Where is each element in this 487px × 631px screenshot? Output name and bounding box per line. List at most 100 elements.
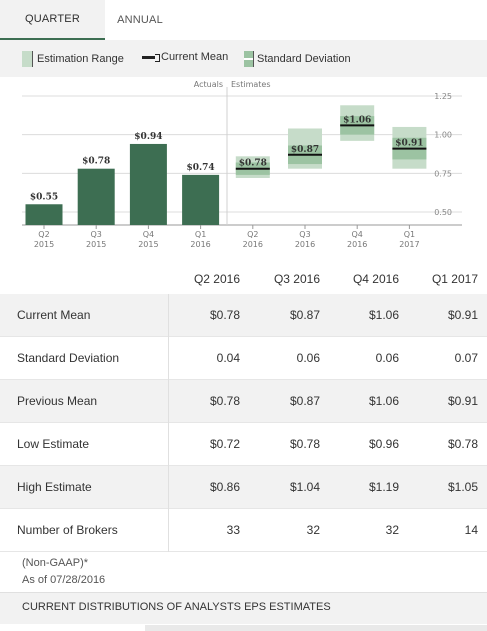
table-cell: 0.04 <box>216 351 240 365</box>
table-cell: $0.78 <box>209 308 240 322</box>
table-cell: $0.72 <box>209 437 240 451</box>
x-tick-label: Q3 <box>91 230 102 239</box>
actual-bar <box>129 143 167 225</box>
table-cell: 32 <box>385 523 399 537</box>
x-tick-label: 2015 <box>86 240 106 249</box>
actuals-label: Actuals <box>194 80 223 89</box>
x-tick-label: Q1 <box>195 230 206 239</box>
x-tick-label: 2016 <box>347 240 367 249</box>
legend-label: Current Mean <box>161 51 229 63</box>
y-tick-label: 0.75 <box>434 169 452 178</box>
row-label: Low Estimate <box>17 437 90 451</box>
table-row: Number of Brokers 33 32 32 14 <box>0 509 487 552</box>
column-divider <box>168 423 169 466</box>
x-tick-label: Q3 <box>299 230 310 239</box>
legend-current-mean: Current Mean <box>142 51 228 63</box>
table-cell: 0.06 <box>375 351 399 365</box>
actual-bar-label: $0.55 <box>30 192 58 202</box>
legend-estimation-range: Estimation Range <box>22 51 124 67</box>
x-tick-label: 2016 <box>243 240 263 249</box>
chart-legend: Estimation Range Current Mean Standard D… <box>0 40 487 77</box>
estimates-table: Q2 2016 Q3 2016 Q4 2016 Q1 2017 Current Mea… <box>0 264 487 552</box>
estimate-label: $0.78 <box>239 159 267 169</box>
table-cell: 33 <box>226 523 240 537</box>
x-tick-label: 2016 <box>190 240 210 249</box>
table-cell: $0.78 <box>289 437 320 451</box>
column-divider <box>168 466 169 509</box>
table-cell: $0.78 <box>209 394 240 408</box>
x-tick-label: 2017 <box>399 240 419 249</box>
row-label: Standard Deviation <box>17 351 120 365</box>
tab-annual[interactable]: ANNUAL <box>117 14 163 26</box>
table-cell: 0.07 <box>454 351 478 365</box>
table-row: Standard Deviation 0.04 0.06 0.06 0.07 <box>0 337 487 380</box>
column-header: Q4 2016 <box>352 272 399 286</box>
current-mean-swatch-icon <box>142 53 160 62</box>
estimate-label: $0.91 <box>395 139 423 149</box>
x-tick-label: Q2 <box>247 230 258 239</box>
actual-bar <box>25 204 63 225</box>
table-cell: $1.06 <box>368 394 399 408</box>
column-divider <box>168 337 169 380</box>
row-label: Current Mean <box>17 308 91 322</box>
table-cell: $1.04 <box>289 480 320 494</box>
y-tick-label: 0.50 <box>434 208 452 217</box>
estimation-range-swatch-icon <box>22 51 33 67</box>
table-row: Current Mean $0.78 $0.87 $1.06 $0.91 <box>0 294 487 337</box>
row-label: High Estimate <box>17 480 92 494</box>
y-tick-label: 1.00 <box>434 131 452 140</box>
actual-bar-label: $0.78 <box>82 157 110 167</box>
table-cell: $0.87 <box>289 394 320 408</box>
column-header: Q3 2016 <box>273 272 320 286</box>
estimate-label: $0.87 <box>291 145 319 155</box>
actual-bar-label: $0.74 <box>187 163 215 173</box>
column-divider <box>168 380 169 423</box>
non-gaap-note: (Non-GAAP)* <box>22 557 89 569</box>
standard-deviation-swatch-icon <box>244 51 254 67</box>
scroll-track[interactable] <box>145 625 487 631</box>
column-header: Q1 2017 <box>431 272 478 286</box>
as-of-date: As of 07/28/2016 <box>22 574 106 586</box>
column-divider <box>168 509 169 552</box>
x-tick-label: Q1 <box>404 230 415 239</box>
table-cell: $0.91 <box>447 308 478 322</box>
distribution-section-header[interactable]: CURRENT DISTRIBUTIONS OF ANALYSTS EPS ES… <box>0 592 487 624</box>
x-tick-label: Q4 <box>143 230 154 239</box>
table-cell: $1.19 <box>368 480 399 494</box>
table-cell: 14 <box>464 523 478 537</box>
table-cell: $1.05 <box>447 480 478 494</box>
table-row: Low Estimate $0.72 $0.78 $0.96 $0.78 <box>0 423 487 466</box>
table-cell: 0.06 <box>296 351 320 365</box>
column-divider <box>168 294 169 337</box>
column-header: Q2 2016 <box>193 272 240 286</box>
x-tick-label: 2016 <box>295 240 315 249</box>
tab-quarter[interactable]: QUARTER <box>0 0 105 40</box>
table-cell: $1.06 <box>368 308 399 322</box>
estimates-label: Estimates <box>231 80 271 89</box>
eps-chart: 1.25 1.00 0.75 0.50 Actuals Estimates $0.55 $0.… <box>22 80 462 249</box>
table-cell: $0.86 <box>209 480 240 494</box>
table-body: Current Mean $0.78 $0.87 $1.06 $0.91 Standard… <box>0 294 487 552</box>
estimate-label: $1.06 <box>343 115 371 125</box>
table-cell: $0.87 <box>289 308 320 322</box>
row-label: Number of Brokers <box>17 523 118 537</box>
table-row: Previous Mean $0.78 $0.87 $1.06 $0.91 <box>0 380 487 423</box>
legend-label: Standard Deviation <box>257 53 351 65</box>
actual-bar-label: $0.94 <box>134 132 162 142</box>
table-row: High Estimate $0.86 $1.04 $1.19 $1.05 <box>0 466 487 509</box>
period-tabs: QUARTER ANNUAL <box>0 0 487 40</box>
x-tick-label: Q2 <box>38 230 49 239</box>
x-tick-label: Q4 <box>352 230 363 239</box>
actual-bar <box>77 168 115 225</box>
x-tick-label: 2015 <box>34 240 54 249</box>
table-cell: $0.91 <box>447 394 478 408</box>
x-tick-label: 2015 <box>138 240 158 249</box>
table-cell: $0.96 <box>368 437 399 451</box>
y-tick-label: 1.25 <box>434 92 452 101</box>
legend-label: Estimation Range <box>37 53 124 65</box>
distribution-title: CURRENT DISTRIBUTIONS OF ANALYSTS EPS ES… <box>22 601 331 613</box>
legend-standard-deviation: Standard Deviation <box>244 51 351 67</box>
row-label: Previous Mean <box>17 394 98 408</box>
table-cell: 32 <box>306 523 320 537</box>
table-header: Q2 2016 Q3 2016 Q4 2016 Q1 2017 <box>0 264 487 294</box>
